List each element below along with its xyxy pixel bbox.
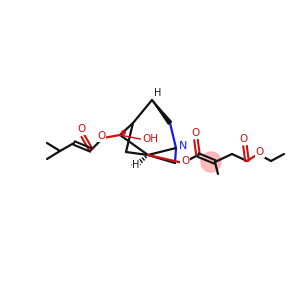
Text: H: H bbox=[154, 88, 162, 98]
Circle shape bbox=[201, 152, 221, 172]
Text: O: O bbox=[78, 124, 86, 134]
Text: O: O bbox=[181, 156, 189, 166]
Text: N: N bbox=[179, 141, 187, 151]
Polygon shape bbox=[152, 100, 172, 124]
Text: O: O bbox=[240, 134, 248, 144]
Text: O: O bbox=[97, 131, 105, 141]
Text: H: H bbox=[132, 160, 140, 170]
Text: OH: OH bbox=[142, 134, 158, 144]
Text: O: O bbox=[191, 128, 199, 138]
Text: O: O bbox=[256, 147, 264, 157]
